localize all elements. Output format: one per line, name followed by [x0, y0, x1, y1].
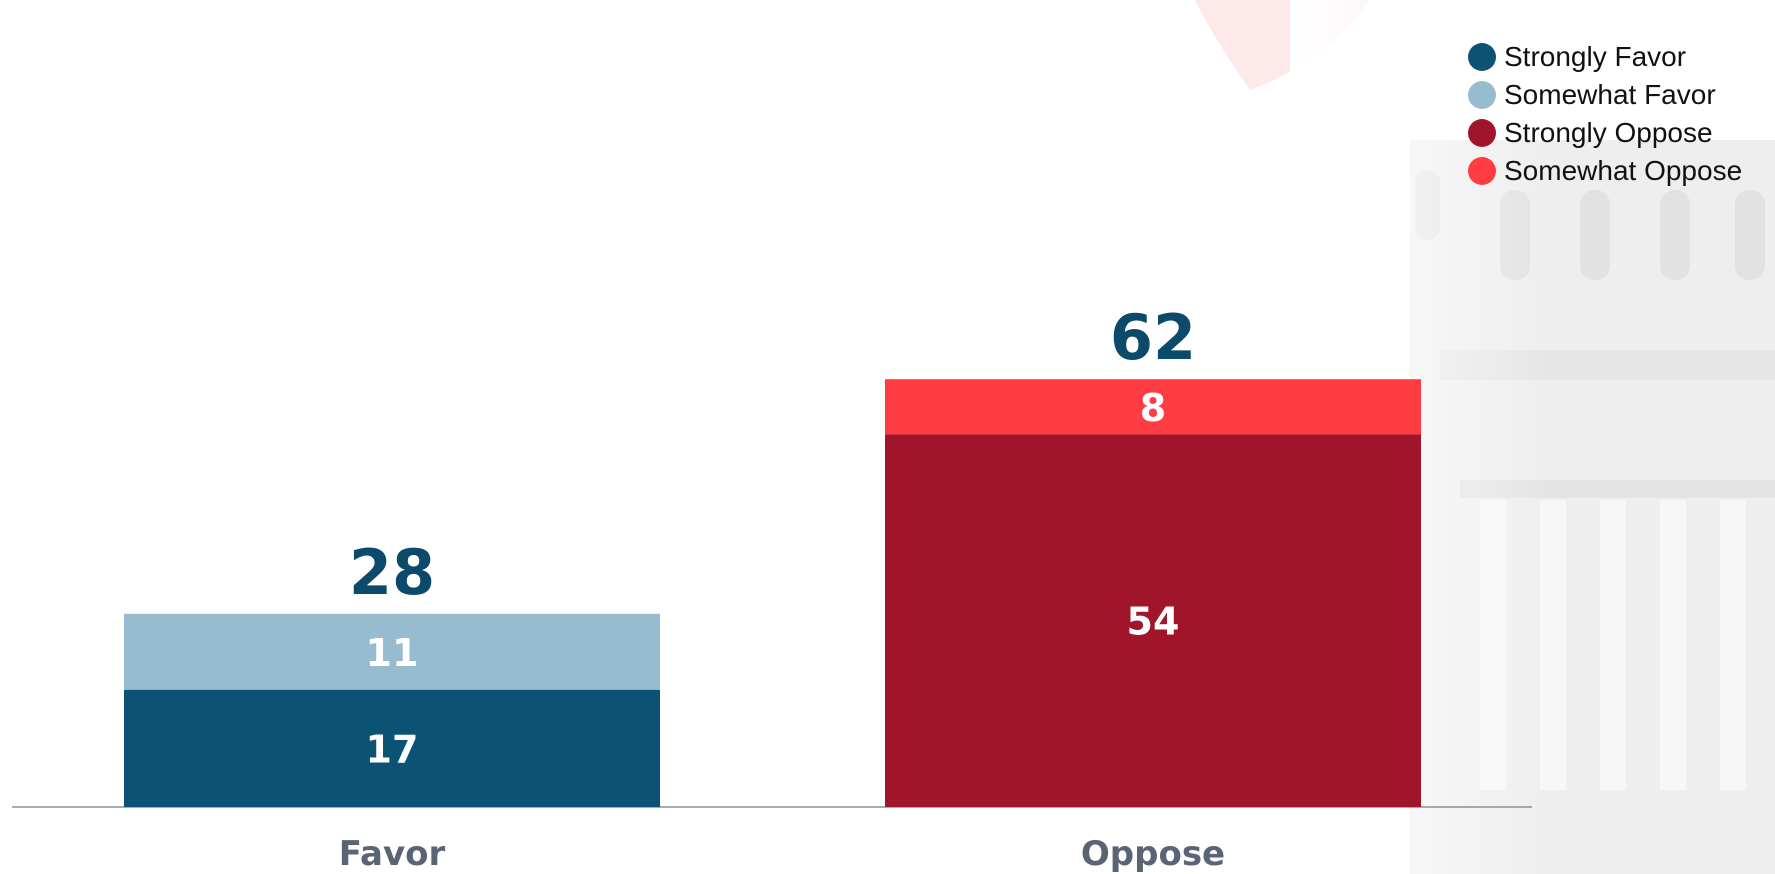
- data-label-favor-strongly-favor: 17: [366, 727, 419, 771]
- legend-swatch-strongly-oppose: [1468, 119, 1496, 147]
- legend-label-strongly-favor: Strongly Favor: [1504, 41, 1687, 72]
- total-label-favor: 28: [349, 536, 435, 609]
- bar-favor-strongly-favor: [124, 689, 660, 807]
- legend-label-somewhat-oppose: Somewhat Oppose: [1504, 155, 1743, 186]
- data-label-oppose-strongly-oppose: 54: [1127, 600, 1180, 644]
- data-label-favor-somewhat-favor: 11: [366, 631, 419, 675]
- bar-oppose-strongly-oppose: [885, 434, 1421, 807]
- legend-swatch-somewhat-oppose: [1468, 157, 1496, 185]
- legend-item-somewhat-oppose: Somewhat Oppose: [1468, 152, 1742, 190]
- category-label-oppose: Oppose: [1081, 834, 1225, 874]
- total-label-oppose: 62: [1110, 301, 1196, 374]
- data-label-oppose-somewhat-oppose: 8: [1140, 386, 1166, 430]
- legend-item-strongly-oppose: Strongly Oppose: [1468, 114, 1742, 152]
- category-label-favor: Favor: [339, 834, 446, 874]
- bar-favor-somewhat-favor: [124, 613, 660, 690]
- chart-legend: Strongly Favor Somewhat Favor Strongly O…: [1468, 38, 1742, 190]
- bar-oppose-somewhat-oppose: [885, 379, 1421, 435]
- legend-item-somewhat-favor: Somewhat Favor: [1468, 76, 1742, 114]
- legend-label-somewhat-favor: Somewhat Favor: [1504, 79, 1716, 110]
- legend-item-strongly-favor: Strongly Favor: [1468, 38, 1742, 76]
- legend-swatch-somewhat-favor: [1468, 81, 1496, 109]
- legend-label-strongly-oppose: Strongly Oppose: [1504, 117, 1713, 148]
- legend-swatch-strongly-favor: [1468, 43, 1496, 71]
